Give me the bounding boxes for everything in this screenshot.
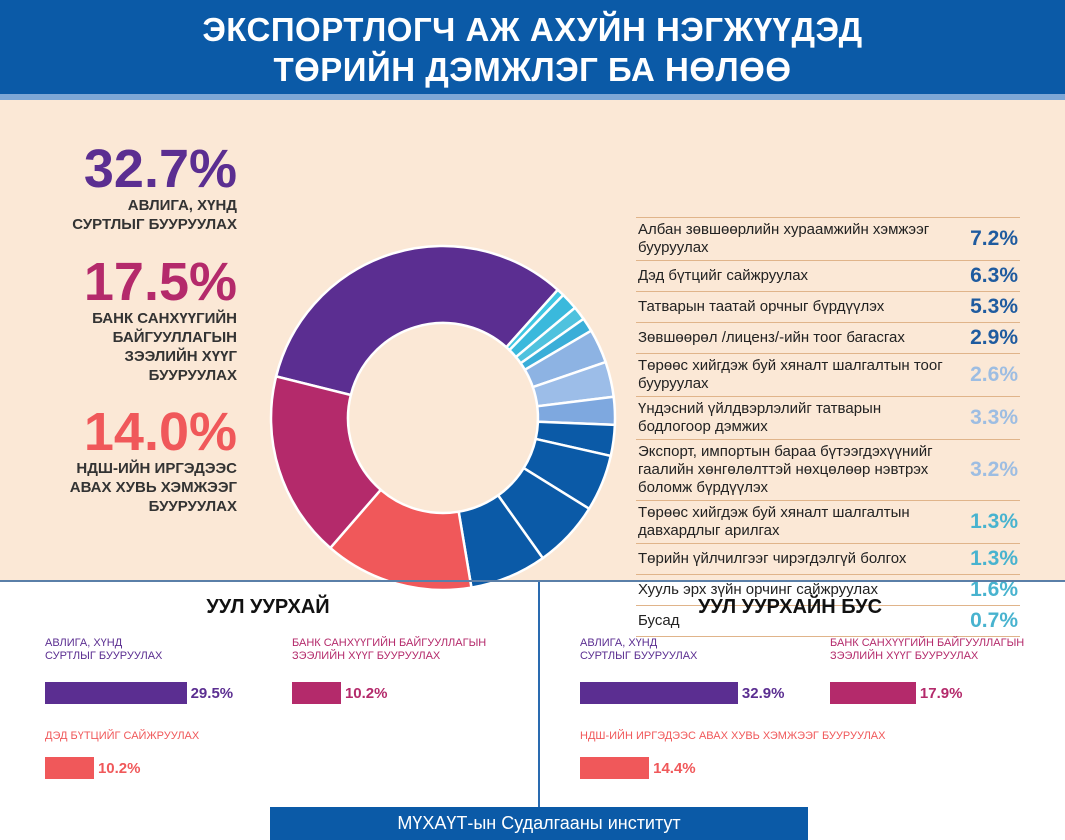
table-row: Үндэсний үйлдвэрлэлийг татварын бодлогоо…	[636, 397, 1020, 440]
bar-label-line: СУРТЛЫГ БУУРУУЛАХ	[580, 650, 698, 662]
factor-value: 5.3%	[970, 295, 1018, 318]
highlight-label-line: ЗЭЭЛИЙН ХҮҮГ	[124, 348, 237, 365]
bar-label-line: ЗЭЭЛИЙН ХҮҮГ БУУРУУЛАХ	[830, 650, 979, 662]
donut-slice	[269, 374, 383, 550]
bar-label: ДЭД БҮТЦИЙГ САЙЖРУУЛАХ	[45, 730, 199, 743]
factor-label: Бусад	[638, 612, 680, 629]
bar-label-line: СУРТЛЫГ БУУРУУЛАХ	[45, 650, 163, 662]
factor-value: 6.3%	[970, 264, 1018, 287]
bar-label: АВЛИГА, ХҮНД СУРТЛЫГ БУУРУУЛАХ	[45, 637, 162, 663]
bar-value: 14.4%	[653, 760, 696, 777]
comparison-section: УУЛ УУРХАЙ УУЛ УУРХАЙН БУС АВЛИГА, ХҮНД С…	[0, 580, 1065, 840]
highlight-label-line: СУРТЛЫГ БУУРУУЛАХ	[72, 216, 237, 233]
bar-label: БАНК САНХҮҮГИЙН БАЙГУУЛЛАГЫН ЗЭЭЛИЙН ХҮҮГ…	[830, 637, 1024, 663]
factor-label: Татварын таатай орчныг бүрдүүлэх	[638, 298, 885, 315]
table-row: Бусад 0.7%	[636, 606, 1020, 637]
highlight-label-line: БАНК САНХҮҮГИЙН	[92, 310, 237, 327]
factor-label: Төрөөс хийгдэж буй хяналт шалгалтын тоог…	[638, 357, 943, 392]
bar	[580, 682, 738, 704]
bar-label-line: АВЛИГА, ХҮНД	[45, 637, 123, 649]
highlight-value: 17.5%	[83, 252, 237, 312]
highlight-label-line: АВАХ ХУВЬ ХЭМЖЭЭГ	[69, 479, 237, 496]
main-panel: 32.7% АВЛИГА, ХҮНД СУРТЛЫГ БУУРУУЛАХ 17.5% Б…	[0, 100, 1065, 637]
table-row: Дэд бүтцийг сайжруулах 6.3%	[636, 261, 1020, 292]
bar-label-line: БАНК САНХҮҮГИЙН БАЙГУУЛЛАГЫН	[830, 637, 1025, 649]
bar-label: БАНК САНХҮҮГИЙН БАЙГУУЛЛАГЫН ЗЭЭЛИЙН ХҮҮГ…	[292, 637, 486, 663]
bar-value: 10.2%	[344, 685, 388, 702]
factor-value: 3.3%	[970, 406, 1018, 429]
factor-label: Албан зөвшөөрлийн хураамжийн хэмжээг буу…	[638, 221, 930, 256]
highlight-label-line: АВЛИГА, ХҮНД	[127, 197, 237, 214]
table-row: Төрийн үйлчилгээг чирэгдэлгүй болгох 1.3%	[636, 544, 1020, 575]
bar-label: АВЛИГА, ХҮНД СУРТЛЫГ БУУРУУЛАХ	[580, 637, 697, 663]
table-row: Төрөөс хийгдэж буй хяналт шалгалтын давх…	[636, 501, 1020, 544]
bar-value: 29.5%	[190, 685, 234, 702]
bar-label-line: ЗЭЭЛИЙН ХҮҮГ БУУРУУЛАХ	[292, 650, 441, 662]
bar	[45, 757, 94, 779]
highlight-stat: 17.5% БАНК САНХҮҮГИЙН БАЙГУУЛЛАГЫН ЗЭЭЛИЙН …	[84, 255, 237, 385]
page-header: ЭКСПОРТЛОГЧ АЖ АХУЙН НЭГЖҮҮДЭД ТӨРИЙН ДЭ…	[0, 0, 1065, 100]
highlight-label-line: БАЙГУУЛЛАГЫН	[112, 329, 237, 346]
highlight-label-line: БУУРУУЛАХ	[148, 367, 237, 384]
highlight-value: 32.7%	[83, 139, 237, 199]
bar-label-line: НДШ-ИЙН ИРГЭДЭЭС АВАХ ХУВЬ ХЭМЖЭЭГ БУУРУ…	[580, 730, 886, 742]
factor-label: Үндэсний үйлдвэрлэлийг татварын бодлогоо…	[638, 400, 882, 435]
bar-label-line: АВЛИГА, ХҮНД	[580, 637, 658, 649]
factor-value: 2.6%	[970, 363, 1018, 386]
bar	[292, 682, 341, 704]
table-row: Хууль эрх зүйн орчинг сайжруулах 1.6%	[636, 575, 1020, 606]
mining-title: УУЛ УУРХАЙ	[206, 596, 330, 618]
factor-table: Албан зөвшөөрлийн хураамжийн хэмжээг буу…	[636, 217, 1020, 637]
factor-label: Хууль эрх зүйн орчинг сайжруулах	[638, 581, 878, 598]
factor-value: 1.3%	[970, 510, 1018, 533]
factor-label: Төрөөс хийгдэж буй хяналт шалгалтын давх…	[638, 504, 910, 539]
bar	[580, 757, 650, 779]
donut-chart	[269, 244, 617, 592]
factor-value: 1.3%	[970, 547, 1018, 570]
highlight-stat: 14.0% НДШ-ИЙН ИРГЭДЭЭС АВАХ ХУВЬ ХЭМЖЭЭГ БУ…	[70, 405, 237, 516]
factor-value: 7.2%	[970, 227, 1018, 250]
highlight-value: 14.0%	[83, 402, 237, 462]
bar	[45, 682, 187, 704]
title-line-2: ТӨРИЙН ДЭМЖЛЭГ БА НӨЛӨӨ	[273, 51, 792, 88]
table-row: Төрөөс хийгдэж буй хяналт шалгалтын тоог…	[636, 354, 1020, 397]
table-row: Зөвшөөрөл /лиценз/-ийн тоог багасгах 2.9%	[636, 323, 1020, 354]
bar-value: 32.9%	[741, 685, 785, 702]
bar-label-line: БАНК САНХҮҮГИЙН БАЙГУУЛЛАГЫН	[292, 637, 487, 649]
table-row: Албан зөвшөөрлийн хураамжийн хэмжээг буу…	[636, 218, 1020, 261]
factor-value: 3.2%	[970, 458, 1018, 481]
bar-label: НДШ-ИЙН ИРГЭДЭЭС АВАХ ХУВЬ ХЭМЖЭЭГ БУУРУ…	[580, 730, 885, 743]
bar-value: 17.9%	[919, 685, 963, 702]
factor-label: Зөвшөөрөл /лиценз/-ийн тоог багасгах	[638, 329, 905, 346]
factor-value: 2.9%	[970, 326, 1018, 349]
factor-label: Дэд бүтцийг сайжруулах	[638, 267, 809, 284]
table-row: Татварын таатай орчныг бүрдүүлэх 5.3%	[636, 292, 1020, 323]
section-divider	[538, 582, 540, 810]
bar	[830, 682, 916, 704]
highlight-stat: 32.7% АВЛИГА, ХҮНД СУРТЛЫГ БУУРУУЛАХ	[72, 142, 237, 234]
factor-value: 0.7%	[970, 609, 1018, 632]
bar-label-line: ДЭД БҮТЦИЙГ САЙЖРУУЛАХ	[45, 730, 200, 742]
bar-value: 10.2%	[97, 760, 141, 777]
donut-slice	[274, 244, 560, 397]
factor-label: Төрийн үйлчилгээг чирэгдэлгүй болгох	[638, 550, 907, 567]
highlight-label-line: НДШ-ИЙН ИРГЭДЭЭС	[76, 460, 237, 477]
table-row: Экспорт, импортын бараа бүтээгдэхүүнийг …	[636, 440, 1020, 501]
factor-value: 1.6%	[970, 578, 1018, 601]
footer-source: МҮХАҮТ-ын Судалгааны институт	[270, 807, 808, 840]
nonmining-title: УУЛ УУРХАЙН БУС	[697, 596, 883, 618]
factor-label: Экспорт, импортын бараа бүтээгдэхүүнийг …	[638, 443, 933, 496]
title-line-1: ЭКСПОРТЛОГЧ АЖ АХУЙН НЭГЖҮҮДЭД	[202, 11, 863, 48]
highlight-label-line: БУУРУУЛАХ	[148, 498, 237, 515]
